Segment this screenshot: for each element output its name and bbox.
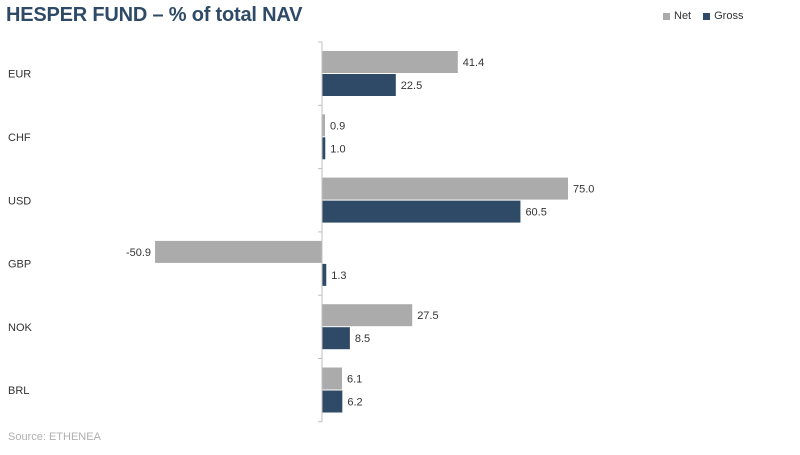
category-label-chf: CHF [8, 132, 31, 144]
data-label-gross-eur: 22.5 [401, 80, 422, 92]
legend-swatch-net [663, 12, 670, 20]
source-note: Source: ETHENEA [8, 431, 101, 443]
data-label-net-eur: 41.4 [463, 57, 484, 69]
data-label-net-brl: 6.1 [347, 374, 362, 386]
bar-net-nok [322, 304, 413, 327]
category-label-usd: USD [8, 195, 31, 207]
data-label-net-usd: 75.0 [573, 184, 594, 196]
bar-gross-eur [322, 74, 396, 96]
data-label-gross-nok: 8.5 [355, 333, 370, 345]
data-label-net-nok: 27.5 [417, 310, 438, 322]
bar-net-usd [322, 177, 568, 200]
bar-gross-usd [322, 200, 521, 223]
bar-gross-gbp [322, 263, 327, 286]
data-label-net-chf: 0.9 [330, 120, 345, 132]
legend-swatch-gross [703, 12, 711, 20]
category-label-nok: NOK [8, 322, 33, 334]
data-label-gross-usd: 60.5 [525, 207, 546, 219]
bar-net-brl [322, 367, 343, 390]
data-label-gross-chf: 1.0 [330, 143, 345, 155]
data-label-net-gbp: -50.9 [126, 247, 151, 259]
bar-gross-brl [322, 390, 343, 413]
data-label-gross-brl: 6.2 [347, 397, 362, 409]
chart-title: HESPER FUND – % of total NAV [6, 4, 303, 26]
bar-net-eur [322, 51, 458, 73]
legend: Net Gross [663, 10, 755, 22]
category-label-gbp: GBP [8, 259, 31, 271]
bar-gross-chf [322, 137, 326, 160]
data-label-gross-gbp: 1.3 [331, 270, 346, 282]
category-label-brl: BRL [8, 385, 29, 397]
legend-item-gross: Gross [703, 10, 743, 22]
legend-label-net: Net [674, 10, 692, 22]
bar-gross-nok [322, 327, 350, 350]
legend-item-net: Net [663, 10, 691, 22]
bar-net-gbp [155, 240, 322, 263]
bar-net-chf [322, 114, 325, 137]
legend-label-gross: Gross [714, 10, 744, 22]
category-label-eur: EUR [8, 69, 31, 81]
